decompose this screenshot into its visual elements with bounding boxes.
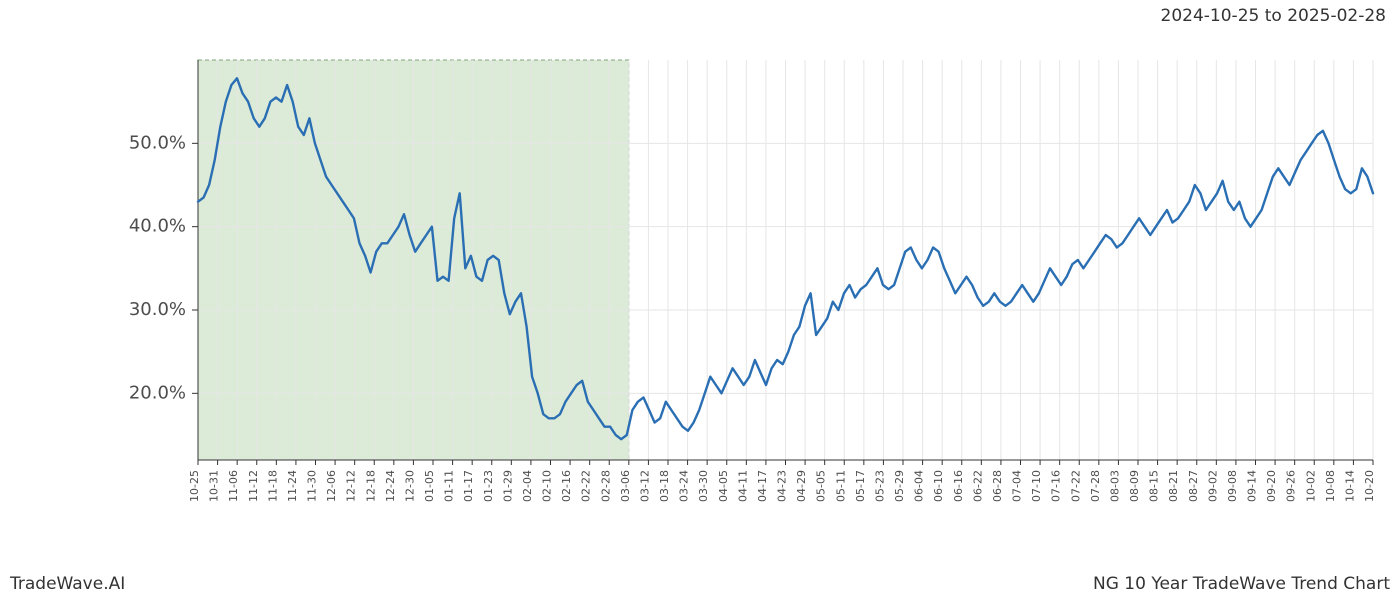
svg-text:07-10: 07-10 (1030, 470, 1043, 502)
svg-text:04-11: 04-11 (736, 470, 749, 502)
svg-text:06-10: 06-10 (932, 470, 945, 502)
svg-text:12-30: 12-30 (403, 470, 416, 502)
svg-text:12-12: 12-12 (345, 470, 358, 502)
svg-text:12-06: 12-06 (325, 470, 338, 502)
svg-text:01-29: 01-29 (501, 470, 514, 502)
svg-text:30.0%: 30.0% (129, 299, 186, 320)
svg-text:03-30: 03-30 (697, 470, 710, 502)
svg-text:06-16: 06-16 (952, 470, 965, 502)
svg-text:10-08: 10-08 (1324, 470, 1337, 502)
svg-text:02-04: 02-04 (521, 470, 534, 502)
svg-text:04-17: 04-17 (756, 470, 769, 502)
svg-text:07-22: 07-22 (1069, 470, 1082, 502)
svg-text:05-11: 05-11 (834, 470, 847, 502)
svg-text:09-08: 09-08 (1226, 470, 1239, 502)
svg-text:02-28: 02-28 (599, 470, 612, 502)
svg-text:09-20: 09-20 (1265, 470, 1278, 502)
svg-text:10-25: 10-25 (188, 470, 201, 502)
svg-text:09-02: 09-02 (1206, 470, 1219, 502)
svg-text:03-18: 03-18 (658, 470, 671, 502)
svg-text:08-27: 08-27 (1187, 470, 1200, 502)
svg-text:05-23: 05-23 (873, 470, 886, 502)
svg-text:12-24: 12-24 (384, 470, 397, 502)
svg-text:07-16: 07-16 (1050, 470, 1063, 502)
svg-text:10-20: 10-20 (1363, 470, 1376, 502)
svg-text:08-15: 08-15 (1148, 470, 1161, 502)
svg-text:11-30: 11-30 (306, 470, 319, 502)
svg-text:01-11: 01-11 (443, 470, 456, 502)
svg-text:08-03: 08-03 (1108, 470, 1121, 502)
svg-text:40.0%: 40.0% (129, 216, 186, 237)
svg-text:03-24: 03-24 (678, 470, 691, 502)
svg-text:20.0%: 20.0% (129, 382, 186, 403)
svg-text:11-12: 11-12 (247, 470, 260, 502)
svg-text:04-23: 04-23 (776, 470, 789, 502)
svg-text:11-24: 11-24 (286, 470, 299, 502)
svg-text:50.0%: 50.0% (129, 132, 186, 153)
svg-text:01-17: 01-17 (462, 470, 475, 502)
svg-text:12-18: 12-18 (364, 470, 377, 502)
svg-text:06-22: 06-22 (971, 470, 984, 502)
svg-text:02-10: 02-10 (541, 470, 554, 502)
svg-text:06-28: 06-28 (991, 470, 1004, 502)
svg-text:10-02: 10-02 (1304, 470, 1317, 502)
svg-text:09-26: 09-26 (1285, 470, 1298, 502)
svg-text:11-06: 11-06 (227, 470, 240, 502)
svg-text:04-29: 04-29 (795, 470, 808, 502)
svg-text:10-31: 10-31 (208, 470, 221, 502)
svg-text:02-22: 02-22 (580, 470, 593, 502)
svg-text:08-21: 08-21 (1167, 470, 1180, 502)
svg-text:11-18: 11-18 (266, 470, 279, 502)
svg-text:10-14: 10-14 (1343, 470, 1356, 502)
trend-chart: 20.0% 30.0% 40.0% 50.0% 10-25 10-31 11-06 11-12… (0, 0, 1400, 600)
svg-text:05-29: 05-29 (893, 470, 906, 502)
svg-text:03-06: 03-06 (619, 470, 632, 502)
svg-text:05-05: 05-05 (815, 470, 828, 502)
svg-text:01-05: 01-05 (423, 470, 436, 502)
svg-text:01-23: 01-23 (482, 470, 495, 502)
svg-text:06-04: 06-04 (913, 470, 926, 502)
svg-text:03-12: 03-12 (638, 470, 651, 502)
svg-text:07-04: 07-04 (1011, 470, 1024, 502)
svg-text:07-28: 07-28 (1089, 470, 1102, 502)
svg-text:08-09: 08-09 (1128, 470, 1141, 502)
svg-text:02-16: 02-16 (560, 470, 573, 502)
svg-text:05-17: 05-17 (854, 470, 867, 502)
svg-text:04-05: 04-05 (717, 470, 730, 502)
svg-text:09-14: 09-14 (1246, 470, 1259, 502)
